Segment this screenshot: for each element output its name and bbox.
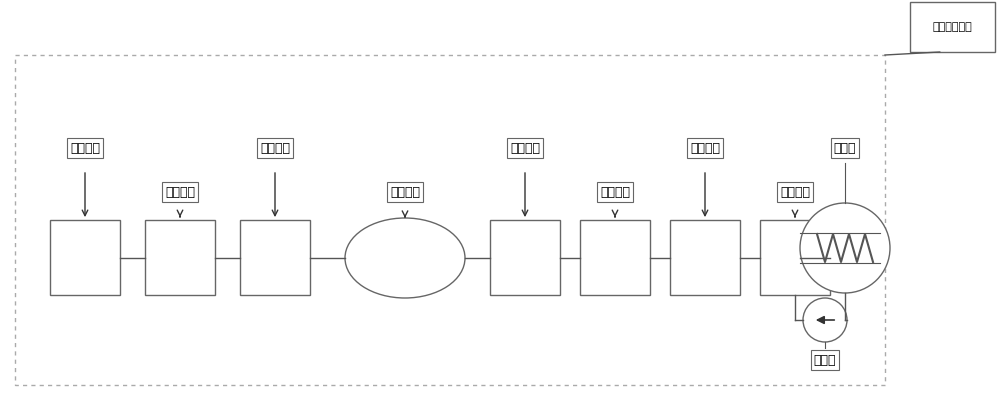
Text: 汽机回热系统: 汽机回热系统	[933, 22, 972, 32]
Text: 凝汽器: 凝汽器	[834, 142, 856, 154]
Bar	[15, 55, 885, 385]
Circle shape	[803, 298, 847, 342]
Bar	[490, 220, 560, 295]
Bar	[760, 220, 830, 295]
Text: 给水泵: 给水泵	[814, 354, 836, 367]
Bar	[50, 220, 120, 295]
Bar	[580, 220, 650, 295]
Bar	[910, 2, 995, 52]
Bar	[145, 220, 215, 295]
Text: 三级抽汽: 三级抽汽	[260, 142, 290, 154]
Text: 四级抽汽: 四级抽汽	[390, 186, 420, 198]
Circle shape	[800, 203, 890, 293]
Text: 六级抽汽: 六级抽汽	[600, 186, 630, 198]
Bar	[670, 220, 740, 295]
Text: 五级抽汽: 五级抽汽	[510, 142, 540, 154]
Text: 七级抽汽: 七级抽汽	[690, 142, 720, 154]
Ellipse shape	[345, 218, 465, 298]
Text: 一级抽汽: 一级抽汽	[70, 142, 100, 154]
Text: 二级抽汽: 二级抽汽	[165, 186, 195, 198]
Text: 八级抽汽: 八级抽汽	[780, 186, 810, 198]
Bar	[240, 220, 310, 295]
